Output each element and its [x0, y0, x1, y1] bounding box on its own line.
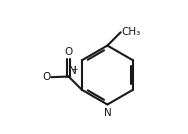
Text: ⁻: ⁻	[44, 70, 49, 79]
Text: O: O	[42, 72, 51, 82]
Text: N: N	[104, 108, 111, 118]
Text: O: O	[64, 47, 73, 57]
Text: N: N	[69, 66, 77, 76]
Text: +: +	[72, 65, 78, 74]
Text: CH₃: CH₃	[121, 27, 141, 37]
